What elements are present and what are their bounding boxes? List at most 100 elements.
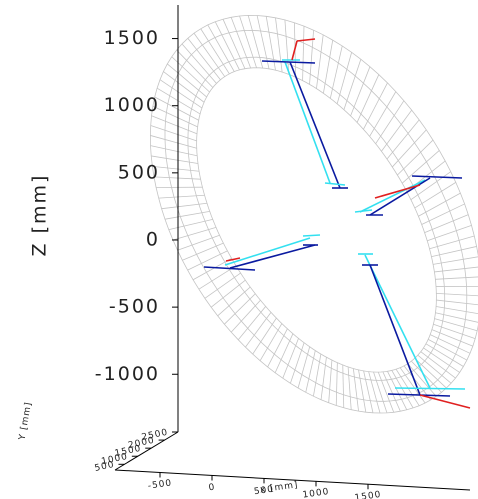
wire-rib bbox=[347, 366, 352, 410]
wire-rib bbox=[207, 24, 235, 72]
wire-rib bbox=[256, 15, 270, 69]
wire-rib bbox=[282, 338, 299, 379]
wire-rib bbox=[401, 150, 440, 184]
wire-rib bbox=[410, 171, 451, 200]
wire-rib bbox=[375, 100, 405, 144]
wire-rib bbox=[198, 265, 237, 290]
wire-rib bbox=[297, 346, 311, 389]
wire-rib bbox=[399, 367, 426, 404]
wire-rib bbox=[328, 360, 333, 403]
wire-rib bbox=[421, 203, 465, 225]
wire-rib bbox=[187, 250, 228, 271]
wire-rib bbox=[381, 109, 413, 152]
wire-rib bbox=[284, 19, 290, 75]
wire-ring bbox=[164, 29, 468, 402]
wire-rib bbox=[434, 318, 478, 332]
wire-rib bbox=[176, 49, 214, 88]
wire-rib bbox=[373, 371, 388, 413]
wire-rib bbox=[363, 82, 388, 130]
wire-rib bbox=[167, 63, 207, 98]
wire-rib bbox=[230, 299, 261, 333]
z-tick-label: -1000 bbox=[95, 363, 160, 385]
wire-rib bbox=[428, 339, 468, 361]
wire-rib bbox=[435, 276, 478, 280]
wire-rib bbox=[245, 312, 272, 348]
wire-rib bbox=[224, 293, 256, 325]
wire-rib bbox=[267, 328, 288, 368]
wire-rib bbox=[369, 91, 397, 137]
wire-rib bbox=[290, 342, 305, 384]
wire-rib bbox=[424, 214, 469, 234]
wire-rib bbox=[151, 115, 198, 135]
wire-rib bbox=[356, 74, 380, 123]
x-tick-label: -500 bbox=[147, 478, 173, 491]
wire-rib bbox=[217, 286, 251, 317]
wire-rib bbox=[172, 226, 217, 241]
wire-rib bbox=[335, 362, 338, 406]
wire-rib bbox=[417, 354, 452, 384]
wire-rib bbox=[430, 334, 471, 354]
wire-rib bbox=[316, 34, 324, 89]
wire-rib bbox=[247, 15, 264, 69]
wire-rib bbox=[336, 52, 353, 104]
wire-rib bbox=[192, 258, 232, 281]
wire-rib bbox=[252, 317, 277, 355]
coil-segments bbox=[203, 38, 471, 409]
wire-rib bbox=[358, 369, 367, 413]
wire-rib bbox=[391, 370, 414, 409]
wire-rib bbox=[305, 350, 316, 393]
wire-rib bbox=[427, 224, 472, 242]
wire-rib bbox=[407, 363, 437, 397]
wire-rib bbox=[177, 234, 220, 251]
wire-rib bbox=[187, 38, 221, 80]
wire-rib bbox=[433, 323, 476, 340]
wire-rib bbox=[182, 242, 224, 261]
wire-ring bbox=[187, 56, 446, 381]
wire-rib bbox=[214, 21, 240, 71]
wire-rib bbox=[414, 358, 447, 389]
wire-rib bbox=[158, 194, 205, 199]
wire-rib bbox=[429, 235, 475, 250]
wire-rib bbox=[436, 292, 478, 297]
wire-rib bbox=[168, 218, 213, 231]
z-tick-label: 1500 bbox=[104, 27, 160, 49]
wire-rib bbox=[150, 145, 198, 157]
wire-rib bbox=[154, 96, 199, 121]
wire-rib bbox=[313, 353, 322, 397]
z-tick-label: 1000 bbox=[104, 94, 160, 116]
wire-rib bbox=[230, 17, 251, 69]
wire-rib bbox=[329, 45, 343, 99]
wire-rib bbox=[352, 368, 359, 412]
wire-rib bbox=[434, 266, 478, 273]
wire-rib bbox=[204, 272, 241, 299]
wire-rib bbox=[431, 329, 473, 347]
wire-rib bbox=[259, 323, 283, 361]
wire-rib bbox=[363, 370, 374, 413]
wire-rib bbox=[274, 333, 294, 373]
wire-rib bbox=[150, 135, 197, 149]
wire-rib bbox=[152, 165, 200, 172]
wire-rib bbox=[302, 26, 305, 81]
wire-rib bbox=[423, 347, 460, 373]
wire-rib bbox=[161, 202, 208, 210]
wire-rib bbox=[151, 155, 198, 164]
y-axis-label: Y [mm] bbox=[17, 401, 34, 442]
wire-rib bbox=[433, 256, 478, 265]
wire-rib bbox=[425, 343, 464, 367]
wire-rib bbox=[414, 182, 457, 209]
x-tick-label: 500 bbox=[253, 485, 274, 498]
wire-rib bbox=[368, 371, 381, 414]
wire-rib bbox=[418, 192, 461, 217]
wire-rib bbox=[387, 371, 408, 410]
wire-rib bbox=[222, 18, 246, 69]
wire-rib bbox=[309, 30, 314, 85]
wire-ring bbox=[149, 14, 478, 414]
torus-wireframe bbox=[149, 14, 478, 414]
wire-rib bbox=[382, 371, 401, 412]
x-axis bbox=[114, 469, 471, 491]
wire-rib bbox=[164, 210, 210, 220]
wire-rib bbox=[392, 129, 427, 168]
wire-rib bbox=[237, 306, 266, 341]
wire-rib bbox=[152, 105, 198, 128]
